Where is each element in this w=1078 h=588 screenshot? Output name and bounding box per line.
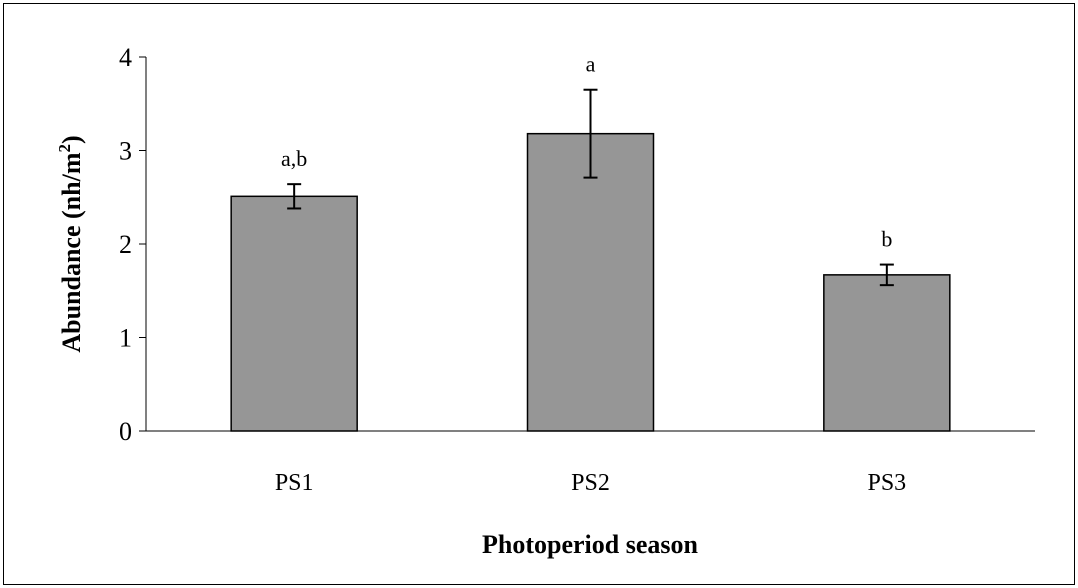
significance-label-ps3: b [881,227,892,252]
x-axis-title: Photoperiod season [482,530,699,559]
y-tick-label: 4 [119,43,132,72]
y-axis-title: Abundance (nh/m2) [55,135,86,352]
y-tick-label: 0 [119,417,132,446]
significance-label-ps1: a,b [281,146,307,171]
y-axis-ticks: 0 1 2 3 4 [119,43,146,446]
y-tick-label: 1 [119,324,132,353]
y-tick-label: 2 [119,230,132,259]
significance-label-ps2: a [586,52,596,77]
x-axis-categories: PS1 PS2 PS3 [275,470,906,496]
bar-ps1 [230,195,358,432]
y-tick-label: 3 [119,137,132,166]
error-bars [287,88,894,287]
x-category-label-ps1: PS1 [275,470,314,496]
bar-ps3 [823,274,951,432]
bars [230,132,951,432]
significance-annotations: a,b a b [281,52,892,252]
x-category-label-ps2: PS2 [571,470,610,496]
x-category-label-ps3: PS3 [867,470,906,496]
